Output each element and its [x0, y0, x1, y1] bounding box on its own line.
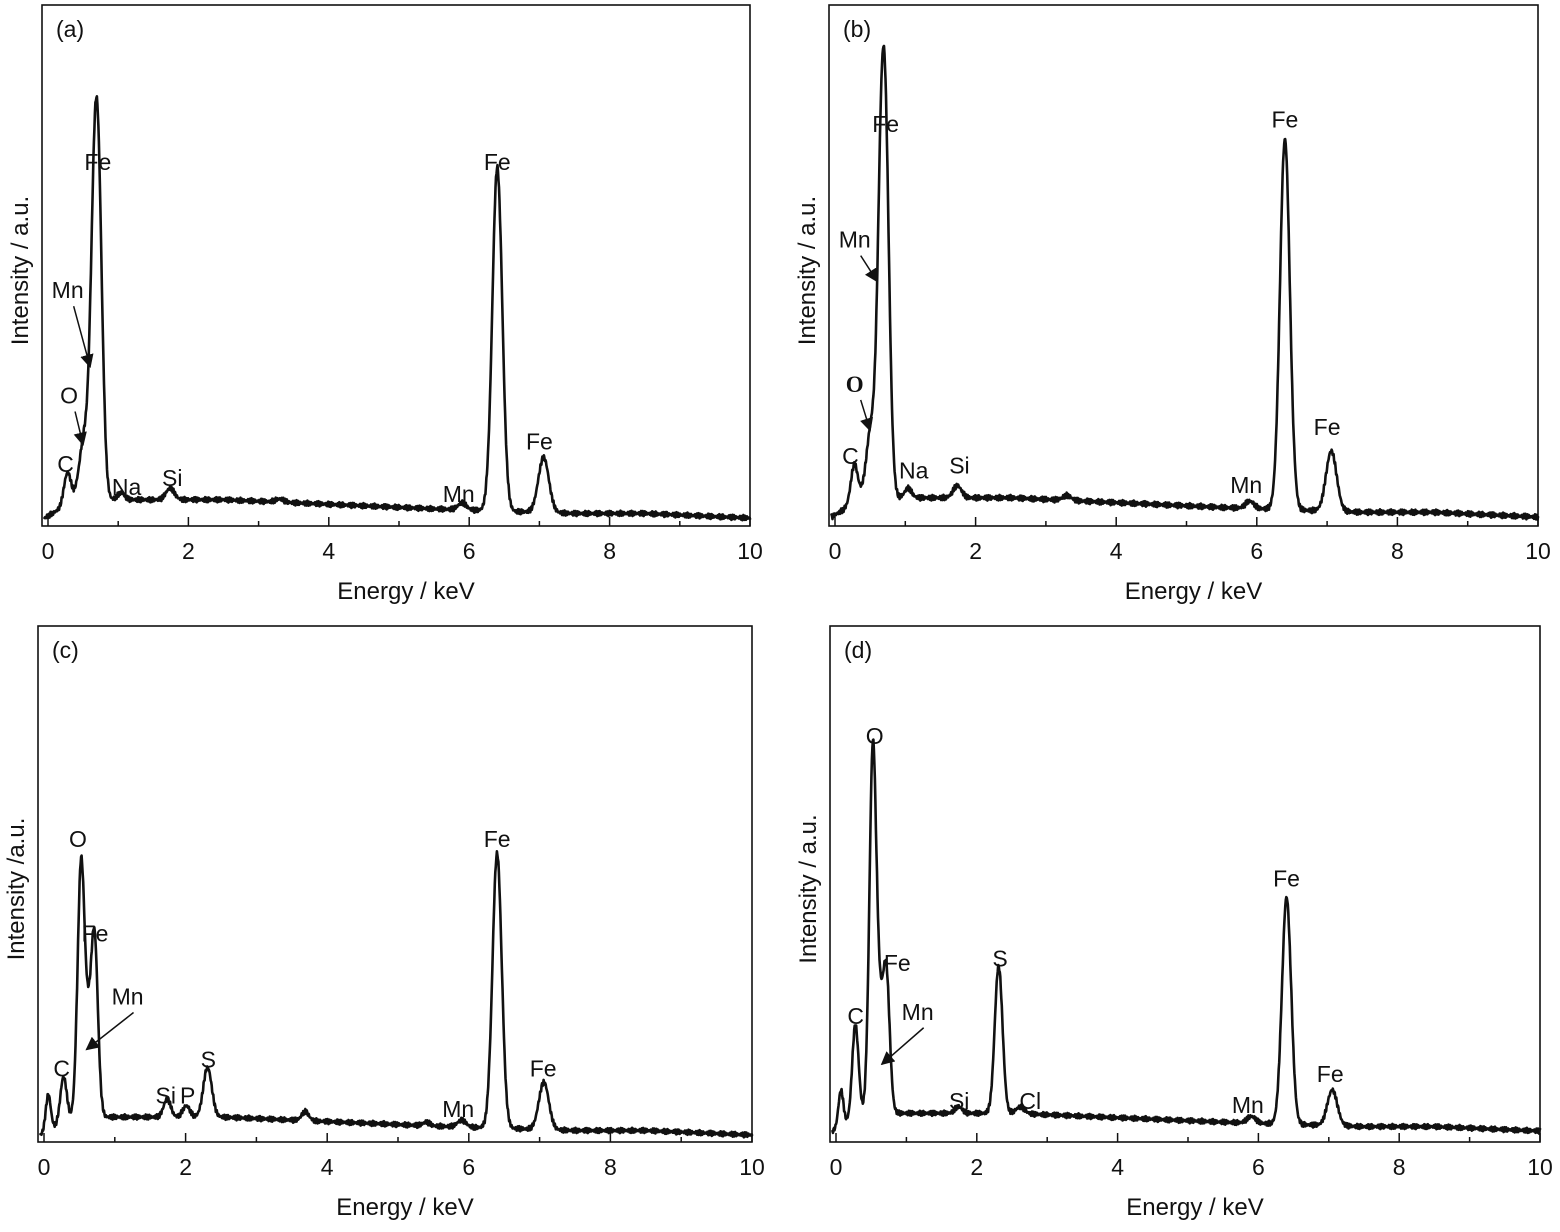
- x-tick-label-c-2: 2: [179, 1154, 192, 1180]
- x-tick-label-d-0: 0: [830, 1154, 843, 1180]
- x-tick-label-b-8: 8: [1391, 538, 1404, 564]
- panel-b: 0 2 4 6 8 10 Energy / keV Intensity / a.u. (b) Fe…: [794, 4, 1551, 605]
- peak-label-a-8: Fe: [526, 428, 553, 454]
- x-tick-label-d-2: 2: [970, 1154, 983, 1180]
- x-tick-label-d-10: 10: [1527, 1154, 1553, 1180]
- y-axis-title-a: Intensity / a.u.: [7, 196, 34, 345]
- peak-arrow-b-2: [859, 399, 873, 432]
- x-tick-label-c-8: 8: [604, 1154, 617, 1180]
- x-tick-label-a-0: 0: [42, 538, 55, 564]
- peak-label-d-6: Cl: [1019, 1088, 1041, 1114]
- peak-label-d-1: C: [847, 1003, 864, 1029]
- peak-arrow-c-2: [85, 1011, 135, 1051]
- peak-label-d-5: S: [992, 945, 1007, 971]
- x-tick-label-b-0: 0: [829, 538, 842, 564]
- plot-frame-d: [829, 625, 1541, 1143]
- peak-arrow-d-3: [880, 1027, 925, 1066]
- peak-label-d-3: Mn: [902, 999, 934, 1025]
- x-tick-label-c-0: 0: [38, 1154, 51, 1180]
- peak-label-d-2: Fe: [884, 950, 911, 976]
- x-tick-label-c-6: 6: [462, 1154, 475, 1180]
- x-tick-label-d-6: 6: [1252, 1154, 1265, 1180]
- plot-frame-b: [828, 4, 1539, 527]
- peak-label-b-3: C: [842, 443, 859, 469]
- peak-label-c-7: Mn: [442, 1096, 474, 1122]
- peak-label-b-5: Si: [949, 453, 969, 479]
- peak-label-b-0: Fe: [872, 111, 899, 137]
- x-tick-label-a-2: 2: [182, 538, 195, 564]
- x-tick-label-d-4: 4: [1111, 1154, 1124, 1180]
- peak-label-b-8: Fe: [1314, 414, 1341, 440]
- peak-label-a-6: Mn: [443, 481, 475, 507]
- plot-frame-a: [41, 4, 751, 527]
- peak-label-d-9: Fe: [1317, 1061, 1344, 1087]
- peak-label-b-2: O: [846, 372, 864, 397]
- peak-label-b-6: Mn: [1230, 472, 1262, 498]
- peak-label-c-5: P: [180, 1083, 195, 1109]
- x-tick-label-c-4: 4: [321, 1154, 334, 1180]
- peak-label-a-0: Fe: [84, 149, 111, 175]
- x-tick-label-b-6: 6: [1250, 538, 1263, 564]
- peak-arrow-a-1: [72, 305, 94, 369]
- x-axis-title-b: Energy / keV: [1125, 578, 1262, 605]
- spectrum-line-b: [830, 44, 1540, 521]
- spectrum-line-c: [39, 850, 754, 1139]
- panel-label-c: (c): [52, 637, 79, 663]
- peak-label-c-3: C: [53, 1056, 70, 1082]
- x-tick-label-b-4: 4: [1110, 538, 1123, 564]
- peak-label-a-1: Mn: [52, 277, 84, 303]
- peak-label-a-2: O: [60, 383, 78, 409]
- x-tick-label-b-10: 10: [1525, 538, 1551, 564]
- peak-label-c-6: S: [201, 1047, 216, 1073]
- x-tick-label-d-8: 8: [1393, 1154, 1406, 1180]
- peak-label-a-5: Si: [162, 465, 182, 491]
- peak-arrow-b-1: [860, 255, 878, 283]
- panel-label-a: (a): [56, 16, 84, 42]
- peak-label-a-4: Na: [112, 474, 142, 500]
- spectrum-line-d: [831, 738, 1542, 1135]
- peak-label-c-8: Fe: [484, 826, 511, 852]
- peak-label-c-1: Fe: [82, 921, 109, 947]
- x-tick-label-a-6: 6: [463, 538, 476, 564]
- x-axis-title-d: Energy / keV: [1126, 1194, 1263, 1221]
- panel-a: 0 2 4 6 8 10 Energy / keV Intensity / a.u. (a) Fe…: [7, 4, 763, 605]
- peak-arrow-a-2: [73, 411, 87, 447]
- x-axis-title-a: Energy / keV: [337, 578, 474, 605]
- panel-c: 0 2 4 6 8 10 Energy / keV Intensity /a.u. (c) O Fe…: [3, 625, 765, 1221]
- peak-label-a-7: Fe: [484, 149, 511, 175]
- panel-label-b: (b): [843, 16, 871, 42]
- plot-frame-c: [37, 625, 753, 1143]
- y-axis-title-b: Intensity / a.u.: [794, 196, 821, 345]
- x-tick-label-a-4: 4: [322, 538, 335, 564]
- peak-label-c-9: Fe: [530, 1056, 557, 1082]
- peak-label-b-4: Na: [899, 458, 929, 484]
- y-axis-title-c: Intensity /a.u.: [3, 818, 30, 961]
- y-axis-title-d: Intensity / a.u.: [795, 814, 822, 963]
- peak-label-d-0: O: [866, 723, 884, 749]
- peak-label-a-3: C: [57, 451, 74, 477]
- peak-label-d-4: Si: [949, 1088, 969, 1114]
- peak-label-d-8: Fe: [1273, 865, 1300, 891]
- peak-label-c-4: Si: [156, 1083, 176, 1109]
- peak-label-b-1: Mn: [839, 227, 871, 253]
- peak-label-b-7: Fe: [1271, 106, 1298, 132]
- x-tick-label-b-2: 2: [969, 538, 982, 564]
- x-axis-title-c: Energy / keV: [336, 1194, 473, 1221]
- x-tick-label-a-8: 8: [603, 538, 616, 564]
- panel-label-d: (d): [844, 637, 872, 663]
- x-tick-label-c-10: 10: [739, 1154, 765, 1180]
- peak-label-d-7: Mn: [1232, 1092, 1264, 1118]
- panel-d: 0 2 4 6 8 10 Energy / keV Intensity / a.u. (d) O C…: [795, 625, 1553, 1221]
- peak-label-c-0: O: [69, 826, 87, 852]
- spectrum-line-a: [43, 95, 752, 522]
- peak-label-c-2: Mn: [112, 984, 144, 1010]
- x-tick-label-a-10: 10: [737, 538, 763, 564]
